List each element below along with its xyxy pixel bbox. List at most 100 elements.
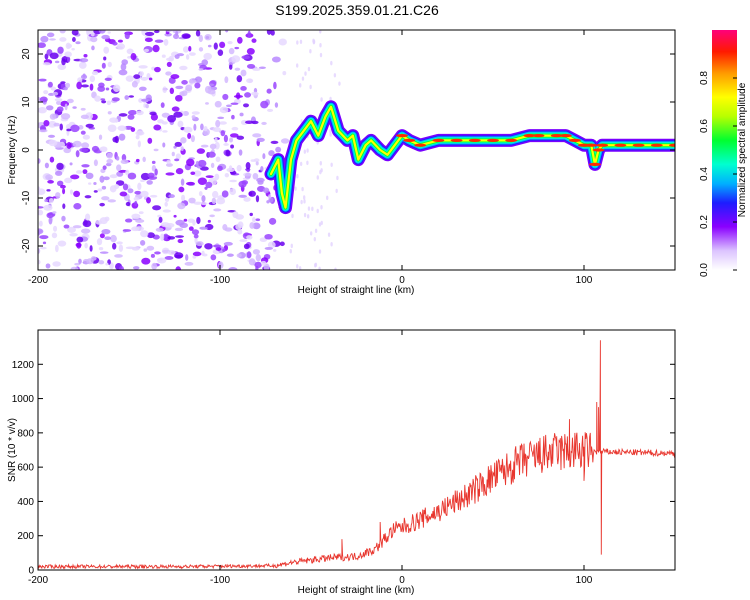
noise-blob	[60, 113, 71, 120]
noise-blob	[38, 209, 44, 216]
noise-blob	[231, 114, 235, 120]
ridge-peak	[450, 138, 463, 142]
noise-blob	[103, 56, 107, 61]
noise-blob	[213, 42, 218, 50]
noise-blob	[186, 158, 195, 167]
noise-blob	[127, 114, 135, 120]
colorbar: 0.0 0.2 0.4 0.6 0.8 Normalized spectral ampl…	[699, 30, 748, 277]
noise-blob	[203, 52, 213, 60]
noise-blob	[237, 36, 243, 44]
noise-blob	[338, 81, 341, 86]
noise-blob	[48, 139, 58, 147]
noise-blob	[182, 111, 189, 117]
noise-blob	[117, 125, 127, 131]
noise-blob	[329, 128, 332, 134]
noise-blob	[50, 86, 56, 91]
noise-blob	[246, 63, 256, 69]
noise-blob	[309, 231, 313, 236]
noise-blob	[227, 41, 233, 45]
noise-blob	[59, 30, 66, 34]
noise-blob	[181, 80, 188, 85]
noise-blob	[217, 116, 225, 120]
noise-blob	[162, 142, 166, 148]
noise-blob	[303, 212, 307, 218]
noise-blob	[200, 144, 209, 148]
noise-blob	[212, 127, 221, 132]
noise-blob	[251, 38, 257, 43]
noise-blob	[125, 201, 131, 207]
noise-blob	[103, 176, 110, 181]
noise-blob	[76, 236, 84, 243]
noise-blob	[38, 97, 41, 102]
noise-blob	[154, 39, 164, 43]
noise-blob	[188, 45, 192, 52]
noise-blob	[99, 251, 109, 254]
snr-x-tick-label: 100	[576, 575, 593, 586]
ridge-peak	[592, 148, 605, 152]
noise-blob	[146, 232, 155, 239]
noise-blob	[64, 177, 73, 184]
noise-blob	[101, 100, 107, 104]
noise-blob	[72, 36, 76, 43]
ridge-peak	[487, 138, 499, 142]
noise-blob	[134, 200, 138, 207]
noise-blob	[164, 256, 174, 260]
noise-blob	[81, 164, 90, 168]
noise-blob	[70, 266, 79, 270]
noise-blob	[198, 68, 204, 71]
ridge-peak	[414, 143, 427, 147]
noise-blob	[260, 165, 264, 172]
noise-blob	[98, 246, 104, 251]
noise-blob	[306, 148, 309, 153]
noise-blob	[252, 67, 261, 71]
noise-blob	[72, 225, 82, 229]
noise-blob	[141, 98, 149, 102]
noise-blob	[222, 224, 228, 231]
noise-blob	[215, 247, 222, 251]
noise-blob	[107, 124, 117, 132]
noise-blob	[267, 241, 276, 249]
noise-blob	[152, 44, 160, 53]
noise-blob	[318, 266, 321, 270]
noise-blob	[109, 174, 118, 179]
noise-blob	[171, 106, 180, 112]
noise-blob	[44, 53, 49, 60]
noise-blob	[142, 156, 146, 163]
noise-blob	[145, 104, 149, 109]
noise-blob	[313, 263, 317, 268]
noise-blob	[64, 51, 72, 58]
noise-blob	[99, 217, 108, 225]
snr-frame	[37, 329, 676, 571]
noise-blob	[236, 135, 245, 140]
noise-blob	[62, 188, 66, 195]
noise-blob	[118, 244, 124, 252]
snr-series-line	[38, 340, 675, 570]
noise-blob	[185, 254, 189, 261]
noise-blob	[211, 197, 217, 205]
noise-blob	[138, 211, 144, 215]
noise-blob	[248, 78, 253, 83]
noise-blob	[185, 181, 195, 186]
noise-blob	[99, 233, 105, 239]
noise-blob	[198, 34, 203, 43]
noise-blob	[43, 119, 50, 127]
noise-blob	[48, 217, 53, 225]
noise-blob	[134, 226, 145, 232]
noise-blob	[252, 133, 262, 138]
noise-blob	[98, 134, 103, 140]
noise-blob	[175, 153, 181, 160]
noise-blob	[196, 148, 206, 154]
noise-blob	[266, 88, 272, 94]
noise-blob	[197, 159, 207, 168]
noise-blob	[174, 158, 180, 162]
noise-blob	[193, 234, 199, 239]
noise-blob	[101, 34, 110, 40]
noise-blob	[93, 190, 98, 193]
noise-blob	[234, 67, 241, 71]
chart-title: S199.2025.359.01.21.C26	[275, 2, 439, 18]
colorbar-label: Normalized spectral amplitude	[737, 82, 748, 217]
noise-blob	[291, 213, 294, 219]
noise-blob	[120, 159, 129, 165]
noise-blob	[181, 90, 188, 97]
noise-blob	[122, 183, 129, 191]
